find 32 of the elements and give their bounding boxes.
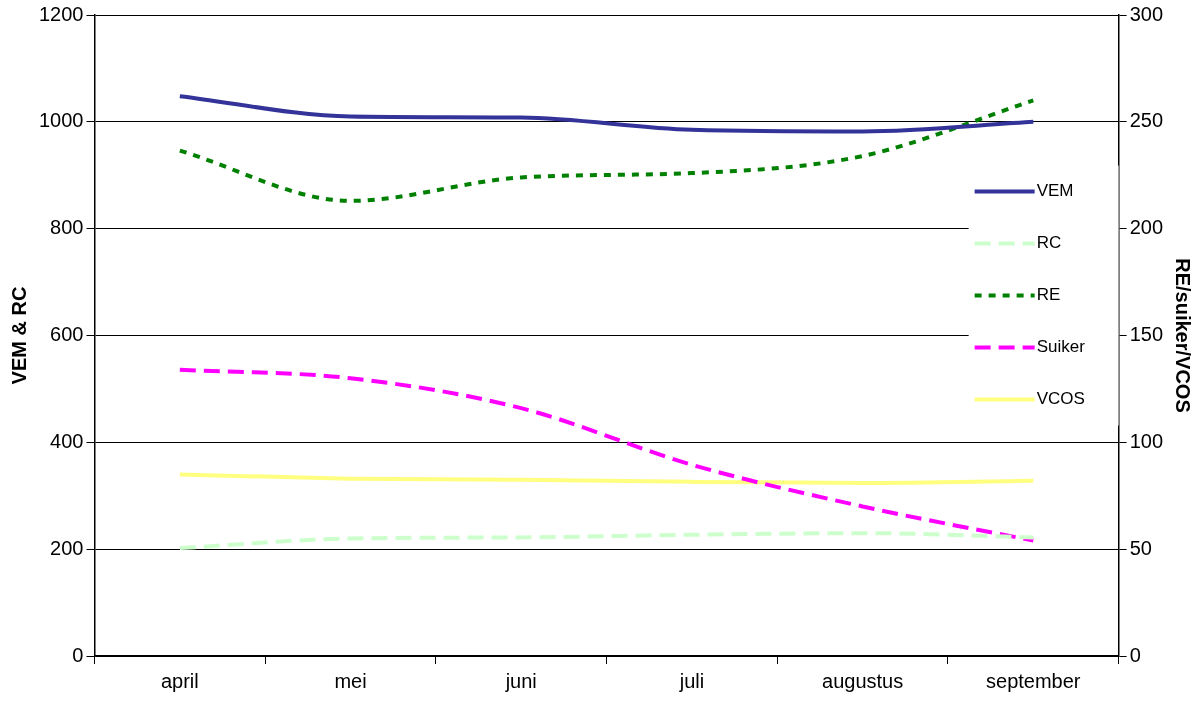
legend-label: Suiker <box>1036 337 1086 357</box>
legend-label: VEM <box>1036 181 1074 201</box>
y-tick-label: 800 <box>50 216 84 239</box>
line-series <box>177 98 1036 203</box>
legend-label: VCOS <box>1036 389 1085 409</box>
y2-tick-label: 300 <box>1129 2 1164 25</box>
y2-tick-label: 200 <box>1129 216 1164 239</box>
x-tick-label: mei <box>334 669 367 692</box>
y2-tick-label: 150 <box>1129 323 1164 346</box>
y2-tick-label: 50 <box>1129 536 1152 559</box>
y-tick-label: 200 <box>50 536 84 559</box>
y-axis-title: VEM & RC <box>7 286 30 385</box>
line-series <box>177 531 1036 551</box>
line-series <box>177 94 1036 134</box>
y2-tick-label: 0 <box>1129 643 1141 666</box>
y2-axis-title: RE/suiker/VCOS <box>1172 258 1195 413</box>
x-tick-label: augustus <box>822 669 904 692</box>
legend-label: RC <box>1036 233 1062 253</box>
x-tick-label: september <box>986 669 1081 692</box>
line-series <box>177 367 1036 543</box>
legend-label: RE <box>1036 285 1061 305</box>
x-tick-label: juni <box>504 669 537 692</box>
y-tick-label: 400 <box>50 429 84 452</box>
y-tick-label: 0 <box>72 643 84 666</box>
y2-tick-label: 100 <box>1129 429 1164 452</box>
y2-tick-label: 250 <box>1129 109 1164 132</box>
x-tick-label: juli <box>678 669 705 692</box>
line-series <box>177 472 1036 485</box>
x-tick-label: april <box>160 669 199 692</box>
y-tick-label: 1000 <box>38 109 84 132</box>
y-tick-label: 600 <box>50 323 84 346</box>
y-tick-label: 1200 <box>38 2 84 25</box>
